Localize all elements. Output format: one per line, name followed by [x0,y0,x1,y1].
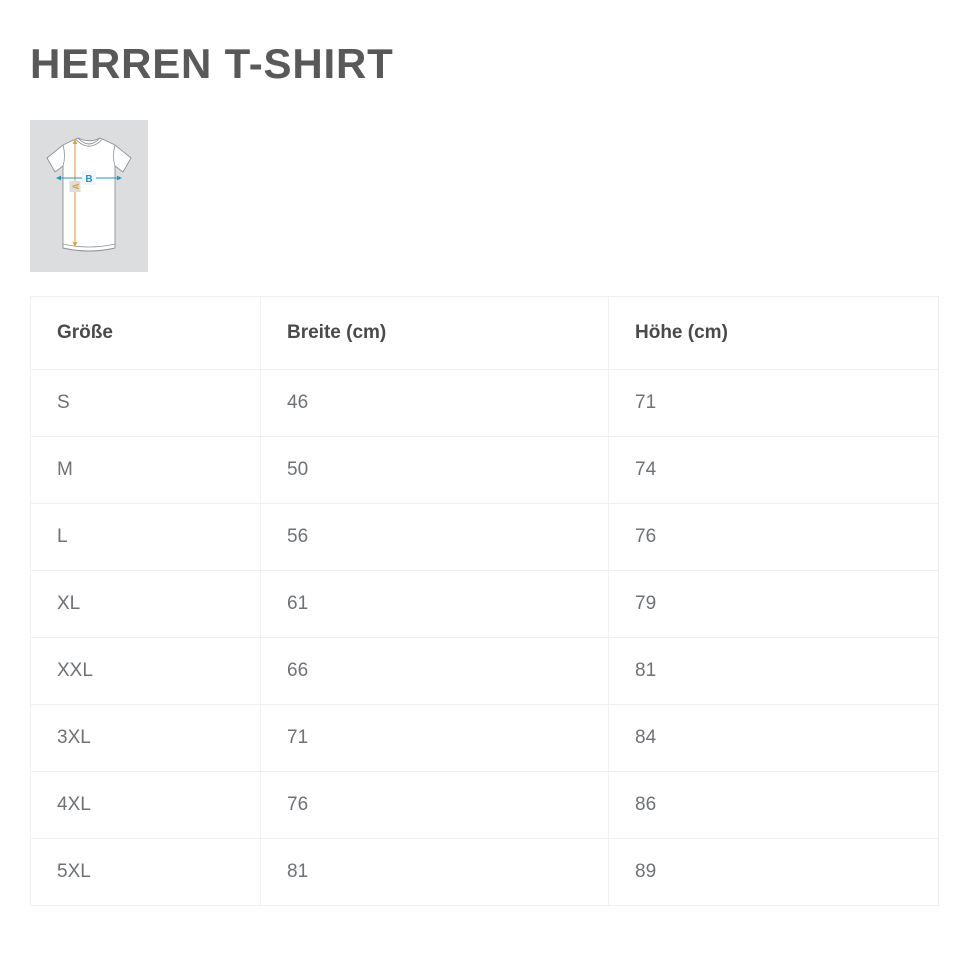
shirt-body-shape [46,137,132,252]
cell-size: 3XL [30,704,261,772]
column-header-width: Breite (cm) [260,296,609,370]
cell-size: XXL [30,637,261,705]
height-measure-label: A [71,183,81,190]
cell-width: 50 [260,436,609,504]
cell-size: S [30,369,261,437]
cell-width: 66 [260,637,609,705]
product-diagram-thumbnail: A B [30,120,148,272]
table-body: S 46 71 M 50 74 L 56 76 XL 61 79 XXL 66 [30,369,939,906]
table-row: 4XL 76 86 [30,771,939,839]
cell-size: L [30,503,261,571]
column-header-size: Größe [30,296,261,370]
shirt-collar [77,137,101,145]
cell-size: M [30,436,261,504]
table-row: XXL 66 81 [30,637,939,705]
width-measure-label: B [85,174,92,185]
column-header-height: Höhe (cm) [608,296,939,370]
size-chart-table: Größe Breite (cm) Höhe (cm) S 46 71 M 50… [30,296,939,906]
cell-height: 74 [608,436,939,504]
table-header-row: Größe Breite (cm) Höhe (cm) [30,296,939,370]
height-measure-arrow: A [69,139,81,247]
table-row: 3XL 71 84 [30,704,939,772]
cell-width: 76 [260,771,609,839]
cell-height: 86 [608,771,939,839]
cell-height: 84 [608,704,939,772]
cell-width: 56 [260,503,609,571]
table-row: L 56 76 [30,503,939,571]
cell-height: 76 [608,503,939,571]
cell-width: 46 [260,369,609,437]
table-header: Größe Breite (cm) Höhe (cm) [30,296,939,370]
width-measure-arrow: B [56,171,122,185]
table-row: S 46 71 [30,369,939,437]
shirt-collar-inner [75,139,103,147]
page-title: HERREN T-SHIRT [30,40,394,87]
cell-size: 5XL [30,838,261,906]
shirt-hem [62,243,116,248]
cell-height: 71 [608,369,939,437]
t-shirt-measurement-diagram: A B [46,137,132,252]
cell-width: 71 [260,704,609,772]
shirt-sleeve-seam-left [62,144,65,167]
cell-height: 81 [608,637,939,705]
table-row: 5XL 81 89 [30,838,939,906]
cell-size: 4XL [30,771,261,839]
cell-width: 81 [260,838,609,906]
cell-height: 79 [608,570,939,638]
cell-width: 61 [260,570,609,638]
cell-height: 89 [608,838,939,906]
table-row: XL 61 79 [30,570,939,638]
shirt-sleeve-seam-right [113,144,116,167]
cell-size: XL [30,570,261,638]
table-row: M 50 74 [30,436,939,504]
